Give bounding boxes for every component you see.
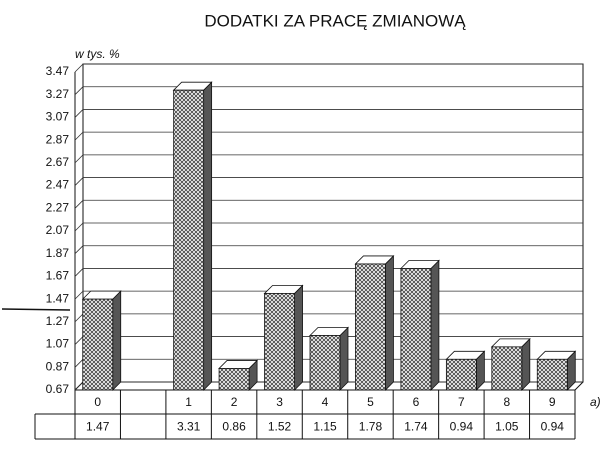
table-value: 1.47 [86, 420, 110, 434]
table-value: 1.15 [313, 420, 337, 434]
tick-mark [74, 177, 84, 186]
tick-mark [74, 245, 84, 254]
tick-mark [74, 336, 84, 345]
bar [445, 358, 477, 391]
table-value: 3.31 [177, 420, 201, 434]
x-tick-label: 8 [503, 395, 510, 409]
y-tick-label: 2.87 [46, 132, 70, 146]
bar [82, 298, 114, 391]
y-tick-label: 0.87 [46, 359, 70, 373]
x-tick-label: 9 [549, 395, 556, 409]
table-value: 1.52 [268, 420, 292, 434]
tick-mark [74, 268, 84, 277]
bar [491, 346, 523, 391]
bar-side [112, 290, 122, 391]
y-tick-label: 2.27 [46, 200, 70, 214]
x-tick-label: 0 [94, 395, 101, 409]
tick-mark [74, 109, 84, 118]
tick-mark [74, 63, 84, 73]
y-tick-label: 3.47 [46, 64, 70, 78]
y-tick-label: 3.07 [46, 110, 70, 124]
y-tick-label: 3.27 [46, 87, 70, 101]
tick-mark [74, 290, 84, 300]
table-value: 0.94 [541, 420, 565, 434]
bar [400, 268, 432, 391]
x-tick-label: 1 [185, 395, 192, 409]
x-tick-label: 4 [322, 395, 329, 409]
tick-mark [74, 131, 84, 141]
bar-side [339, 326, 349, 391]
y-tick-label: 2.67 [46, 155, 70, 169]
table-value: 0.86 [222, 420, 246, 434]
x-tick-label: 3 [276, 395, 283, 409]
x-tick-label: 2 [231, 395, 238, 409]
tick-mark [74, 381, 84, 391]
tick-mark [74, 222, 84, 232]
y-tick-label: 1.47 [46, 291, 70, 305]
table-value: 1.05 [495, 420, 519, 434]
hand-mark [1, 308, 71, 311]
x-tick-label: 6 [413, 395, 420, 409]
bar-side [203, 81, 213, 391]
y-tick-label: 2.07 [46, 223, 70, 237]
y-tick-label: 0.67 [46, 382, 70, 396]
chart-title: DODATKI ZA PRACĘ ZMIANOWĄ [204, 11, 466, 30]
tick-mark [74, 86, 84, 95]
bar-side [294, 284, 303, 391]
annotation: a) [590, 395, 601, 409]
bar [309, 335, 341, 391]
bar [355, 263, 386, 391]
x-tick-label: 5 [367, 395, 374, 409]
tick-mark [74, 200, 84, 209]
y-tick-label: 1.07 [46, 337, 70, 351]
y-tick-label: 1.27 [46, 314, 70, 328]
tick-mark [74, 154, 84, 164]
y-tick-label: 1.67 [46, 269, 70, 283]
bar [264, 293, 295, 391]
bar [173, 89, 205, 391]
y-axis-label: w tys. % [75, 47, 120, 61]
bar-side [385, 254, 394, 391]
x-tick-label: 7 [458, 395, 465, 409]
bar [218, 368, 250, 391]
y-tick-label: 2.47 [46, 178, 70, 192]
table-grid [34, 390, 576, 440]
table-value: 1.78 [359, 420, 383, 434]
bar-side [430, 259, 440, 391]
table-value: 0.94 [450, 420, 474, 434]
tick-mark [74, 359, 84, 368]
bar-side [521, 337, 531, 391]
bar [536, 358, 568, 391]
y-tick-label: 1.87 [46, 246, 70, 260]
table-value: 1.74 [404, 420, 428, 434]
tick-mark [74, 313, 84, 323]
